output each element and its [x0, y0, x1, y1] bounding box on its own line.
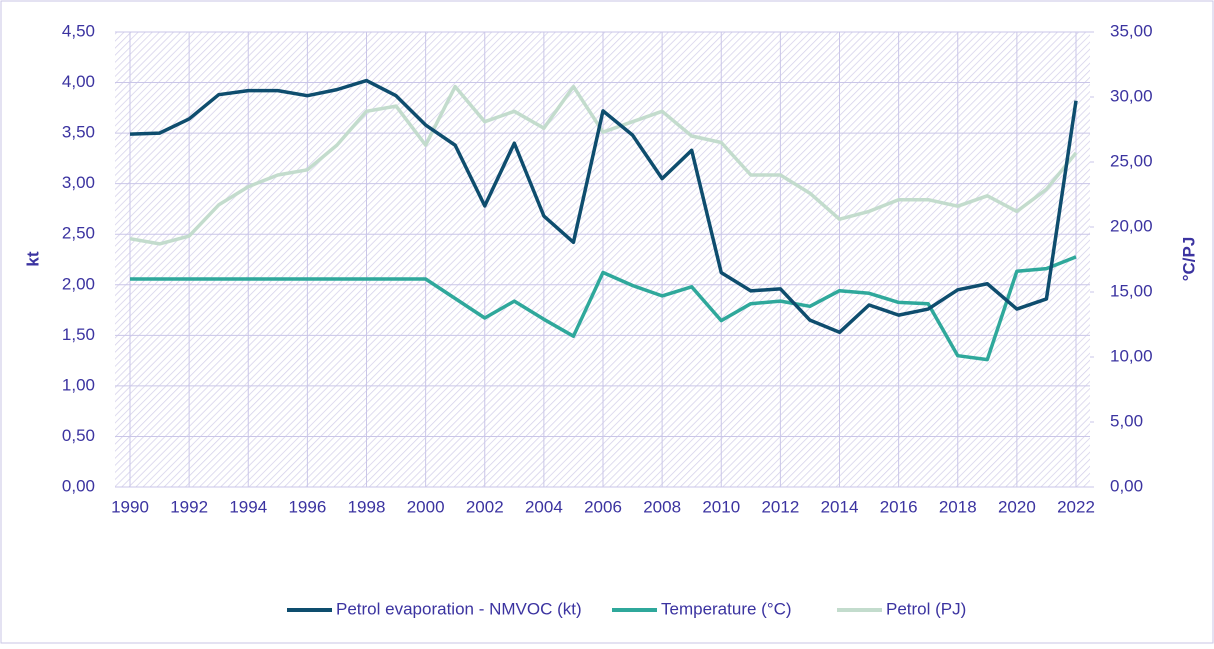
- y-tick-label: 4,00: [62, 72, 95, 91]
- y2-axis-title: °C/PJ: [1179, 237, 1198, 282]
- x-tick-label: 2012: [761, 497, 799, 516]
- y-tick-label: 1,50: [62, 325, 95, 344]
- y-tick-label: 1,00: [62, 375, 95, 394]
- x-tick-label: 2022: [1057, 497, 1095, 516]
- y-tick-label: 0,00: [62, 476, 95, 495]
- y2-tick-label: 15,00: [1110, 281, 1153, 300]
- y2-tick-label: 35,00: [1110, 21, 1153, 40]
- y-tick-label: 0,50: [62, 426, 95, 445]
- y-tick-label: 2,50: [62, 224, 95, 243]
- y2-tick-label: 10,00: [1110, 346, 1153, 365]
- x-tick-label: 1994: [229, 497, 267, 516]
- y-axis-title: kt: [23, 251, 42, 266]
- x-tick-label: 2008: [643, 497, 681, 516]
- x-tick-label: 2020: [998, 497, 1036, 516]
- y-tick-label: 4,50: [62, 21, 95, 40]
- y-tick-label: 3,50: [62, 123, 95, 142]
- x-tick-label: 2000: [407, 497, 445, 516]
- x-tick-label: 2006: [584, 497, 622, 516]
- y2-tick-label: 25,00: [1110, 151, 1153, 170]
- y2-tick-label: 0,00: [1110, 476, 1143, 495]
- x-tick-label: 1990: [111, 497, 149, 516]
- line-series: [129, 78, 1078, 335]
- x-tick-label: 2016: [880, 497, 918, 516]
- x-tick-label: 1992: [170, 497, 208, 516]
- x-tick-label: 2014: [821, 497, 859, 516]
- legend-label: Temperature (°C): [661, 599, 792, 618]
- x-tick-label: 1998: [348, 497, 386, 516]
- x-tick-label: 2002: [466, 497, 504, 516]
- x-tick-label: 2010: [702, 497, 740, 516]
- y2-tick-label: 20,00: [1110, 216, 1153, 235]
- legend-label: Petrol (PJ): [886, 599, 966, 618]
- y-tick-label: 2,00: [62, 274, 95, 293]
- x-tick-label: 2018: [939, 497, 977, 516]
- line-series: [129, 84, 1078, 246]
- line-series: [130, 255, 1077, 362]
- y-tick-label: 3,00: [62, 173, 95, 192]
- x-tick-label: 2004: [525, 497, 563, 516]
- x-tick-label: 1996: [288, 497, 326, 516]
- y2-tick-label: 5,00: [1110, 411, 1143, 430]
- y2-tick-label: 30,00: [1110, 86, 1153, 105]
- legend-label: Petrol evaporation - NMVOC (kt): [336, 599, 582, 618]
